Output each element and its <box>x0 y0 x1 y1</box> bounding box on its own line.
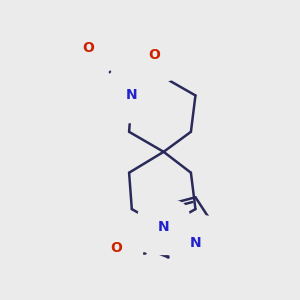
Text: O: O <box>110 241 122 255</box>
Text: O: O <box>82 41 94 55</box>
Text: O: O <box>148 47 160 61</box>
Text: N: N <box>126 88 138 103</box>
Text: N: N <box>190 236 201 250</box>
Text: N: N <box>158 220 170 234</box>
